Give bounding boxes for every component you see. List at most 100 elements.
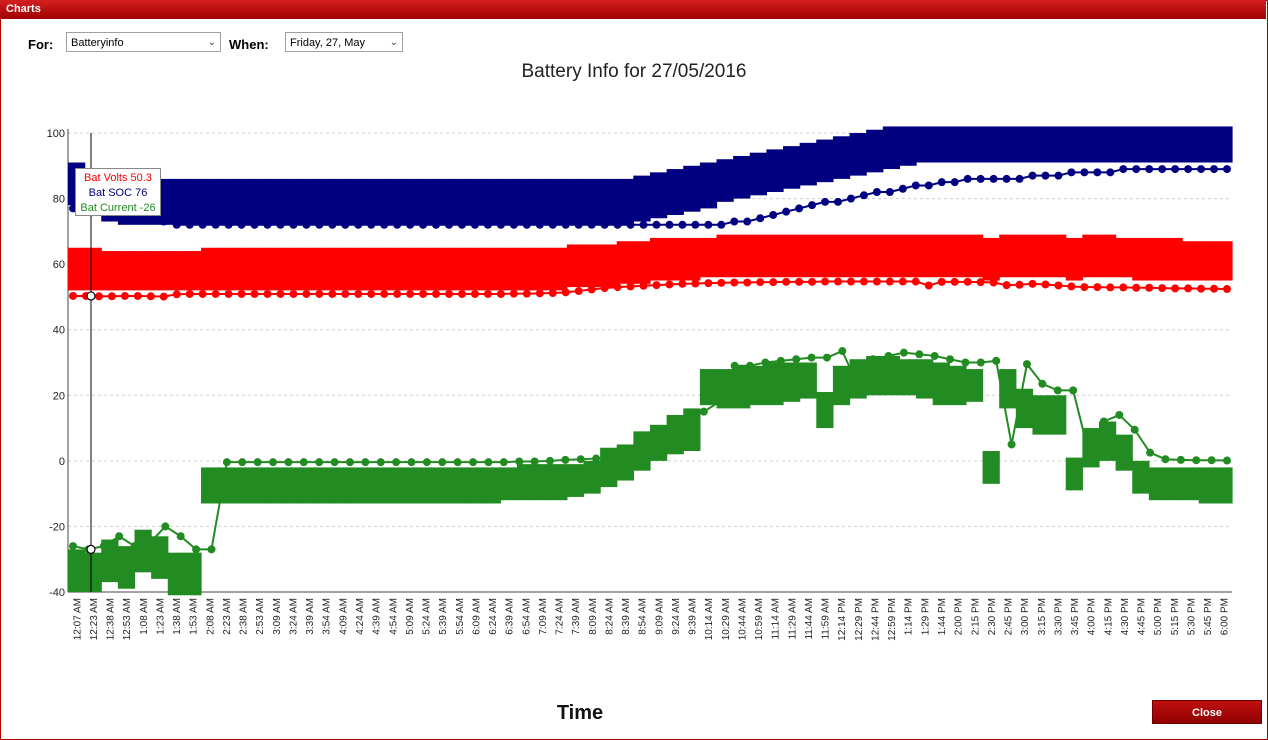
data-point xyxy=(1158,284,1167,293)
x-tick-label: 4:45 PM xyxy=(1137,598,1148,635)
soc-bar xyxy=(1098,126,1117,163)
soc-bar xyxy=(783,146,801,189)
soc-bar xyxy=(749,152,767,196)
data-point xyxy=(445,220,454,229)
data-point xyxy=(911,277,920,286)
data-point xyxy=(976,174,985,183)
current-bar xyxy=(1182,467,1200,501)
data-point xyxy=(509,289,518,298)
data-point xyxy=(419,289,428,298)
volts-bar xyxy=(849,234,867,278)
current-bar xyxy=(832,365,851,406)
soc-bar xyxy=(965,126,984,163)
soc-bar xyxy=(1165,126,1183,163)
data-point xyxy=(176,532,185,541)
soc-bar xyxy=(1215,126,1233,163)
x-tick-label: 6:39 AM xyxy=(505,598,516,635)
current-bar xyxy=(816,392,834,429)
current-bar xyxy=(1198,467,1216,504)
data-point xyxy=(717,220,726,229)
data-point xyxy=(1207,456,1216,465)
x-tick-label: 12:14 PM xyxy=(837,598,848,641)
x-tick-label: 8:39 AM xyxy=(621,598,632,635)
volts-bar xyxy=(234,247,252,291)
current-bar xyxy=(916,359,934,399)
data-point xyxy=(185,220,194,229)
current-bar xyxy=(766,362,784,406)
current-bar xyxy=(201,467,219,504)
volts-bar xyxy=(866,234,884,278)
data-point xyxy=(496,220,505,229)
cursor-marker xyxy=(86,291,96,301)
data-point xyxy=(1007,440,1016,449)
data-point xyxy=(145,538,154,547)
current-bar xyxy=(566,464,585,497)
current-bar xyxy=(982,451,1000,484)
data-point xyxy=(94,292,103,301)
data-point xyxy=(743,278,752,287)
data-point xyxy=(250,289,259,298)
for-select[interactable]: Batteryinfo ⌄ xyxy=(66,32,221,52)
current-bar xyxy=(300,467,319,504)
volts-bar xyxy=(1165,237,1183,281)
data-point xyxy=(361,458,370,467)
x-tick-label: 10:44 AM xyxy=(737,598,748,640)
x-tick-label: 10:29 AM xyxy=(721,598,732,640)
volts-bar xyxy=(683,237,701,281)
volts-bar xyxy=(151,251,169,291)
x-tick-label: 3:39 AM xyxy=(305,598,316,635)
current-bar xyxy=(250,467,269,504)
soc-bar xyxy=(516,178,535,225)
data-point xyxy=(592,454,601,463)
data-point xyxy=(263,220,272,229)
data-point xyxy=(1028,171,1037,180)
data-point xyxy=(1038,379,1047,388)
data-point xyxy=(1146,448,1155,457)
x-tick-label: 2:00 PM xyxy=(954,598,965,635)
data-point xyxy=(1054,171,1063,180)
y-tick-label: 80 xyxy=(53,194,65,206)
x-tick-label: 5:45 PM xyxy=(1203,598,1214,635)
data-point xyxy=(989,174,998,183)
data-point xyxy=(821,277,830,286)
volts-bar xyxy=(982,237,1000,281)
data-point xyxy=(730,361,739,370)
data-point xyxy=(224,289,233,298)
x-tick-label: 1:23 AM xyxy=(155,598,166,635)
data-point xyxy=(743,217,752,226)
soc-bar xyxy=(334,178,352,225)
data-point xyxy=(613,283,622,292)
x-tick-label: 4:30 PM xyxy=(1120,598,1131,635)
data-point xyxy=(253,458,262,467)
data-point xyxy=(1002,174,1011,183)
x-tick-label: 9:39 AM xyxy=(688,598,699,635)
data-point xyxy=(576,455,585,464)
data-point xyxy=(133,291,142,300)
data-point xyxy=(1041,280,1050,289)
when-select[interactable]: Friday, 27, May ⌄ xyxy=(285,32,403,52)
close-button[interactable]: Close xyxy=(1152,700,1262,724)
soc-bar xyxy=(1015,126,1034,163)
data-point xyxy=(652,220,661,229)
data-point xyxy=(289,289,298,298)
data-point xyxy=(299,458,308,467)
volts-bar xyxy=(932,234,950,278)
volts-bar xyxy=(500,247,518,291)
volts-bar xyxy=(533,247,551,291)
data-point xyxy=(548,220,557,229)
current-bar xyxy=(533,464,551,501)
volts-bar xyxy=(84,247,102,291)
volts-bar xyxy=(350,247,368,291)
soc-bar xyxy=(234,178,252,225)
tooltip-current: Bat Current -26 xyxy=(80,202,156,214)
data-point xyxy=(354,289,363,298)
data-point xyxy=(1223,456,1231,465)
data-point xyxy=(535,220,544,229)
x-tick-label: 12:29 PM xyxy=(854,598,865,641)
data-point xyxy=(250,220,259,229)
x-tick-label: 11:14 AM xyxy=(771,598,782,640)
soc-bar xyxy=(683,165,701,212)
current-bar xyxy=(350,467,368,504)
soc-bar xyxy=(666,169,684,215)
